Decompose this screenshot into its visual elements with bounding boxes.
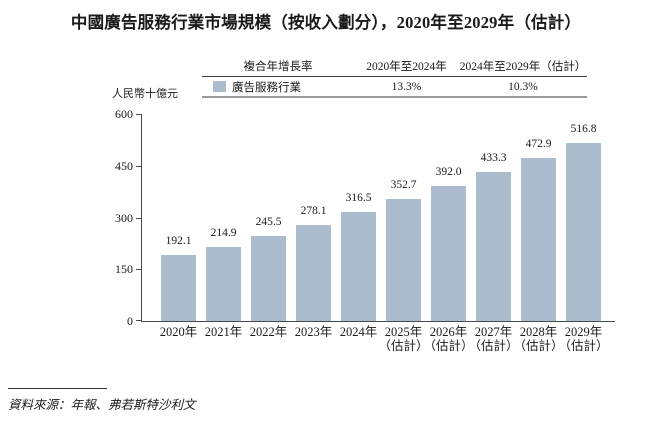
bar-slot: 516.8 2029年 （估計） — [558, 114, 608, 352]
bar-chart-plot-area: 0 150 300 450 600 192.1 2020年 214.9 2021年 245.5 2… — [115, 107, 615, 353]
x-axis-label: 2025年 （估計） — [378, 325, 429, 353]
bar-value-label: 433.3 — [480, 151, 507, 164]
bar-value-label: 392.0 — [435, 165, 462, 178]
bar-2028年 — [521, 157, 556, 321]
x-axis-label: 2024年 — [339, 325, 378, 339]
bar-value-label: 316.5 — [345, 191, 372, 204]
y-axis-tick — [136, 166, 141, 167]
series-legend-item: 廣告服務行業 — [202, 79, 354, 95]
bar-slot: 316.5 2024年 — [340, 114, 378, 339]
cagr-column-header: 複合年增長率 — [243, 61, 313, 73]
y-axis-tick-label: 0 — [127, 314, 133, 328]
y-axis-tick-label: 150 — [115, 262, 133, 277]
bar-2023年 — [296, 225, 331, 321]
bar-value-label: 214.9 — [210, 226, 237, 239]
bar-2024年 — [341, 211, 376, 321]
bar-2025年 — [386, 199, 421, 321]
x-axis-label: 2026年 （估計） — [423, 325, 474, 353]
bar-2022年 — [251, 236, 286, 321]
bar-value-label: 192.1 — [165, 234, 192, 247]
bar-slot: 278.1 2023年 — [295, 114, 333, 338]
bar-slot: 392.0 2026年 （估計） — [423, 114, 473, 352]
bar-value-label: 278.1 — [300, 205, 327, 218]
bar-value-label: 245.5 — [255, 216, 282, 229]
cagr-period2-header: 2024年至2029年（估計） — [459, 61, 587, 73]
y-axis-tick-label: 450 — [115, 158, 133, 173]
source-divider — [8, 388, 107, 389]
bar-slot: 245.5 2022年 — [250, 114, 288, 338]
x-axis-label: 2021年 — [204, 325, 243, 339]
legend-value-row: 廣告服務行業 13.3% 10.3% — [202, 77, 587, 98]
x-axis-label: 2020年 — [159, 325, 198, 339]
y-axis-tick — [136, 218, 141, 219]
bar-value-label: 352.7 — [390, 179, 417, 192]
cagr-period1-header: 2020年至2024年 — [366, 61, 447, 73]
series-color-swatch — [213, 81, 226, 92]
y-axis-tick — [136, 269, 141, 270]
cagr-period2-value: 10.3% — [508, 80, 538, 93]
bar-slot: 433.3 2027年 （估計） — [468, 114, 518, 353]
chart-title: 中國廣告服務行業市場規模（按收入劃分），2020年至2029年（估計） — [70, 13, 582, 32]
x-axis-label: 2022年 — [249, 325, 288, 339]
x-axis-label: 2027年 （估計） — [468, 325, 519, 353]
bar-slot: 192.1 2020年 — [160, 114, 198, 339]
bar-2027年 — [476, 171, 511, 321]
bar-2029年 — [566, 142, 601, 321]
legend-header-row: 複合年增長率 2020年至2024年 2024年至2029年（估計） — [202, 56, 587, 77]
y-axis-unit-label: 人民幣十億元 — [112, 88, 178, 100]
y-axis-tick-label: 300 — [115, 210, 133, 225]
cagr-period1-value: 13.3% — [391, 80, 422, 93]
y-axis-tick-label: 600 — [115, 107, 133, 121]
bar-value-label: 472.9 — [525, 137, 552, 150]
x-axis-label: 2028年 （估計） — [513, 325, 564, 353]
bar-slot: 214.9 2021年 — [205, 114, 243, 339]
cagr-legend-table: 複合年增長率 2020年至2024年 2024年至2029年（估計） 廣告服務行… — [202, 56, 587, 98]
bar-value-label: 516.8 — [570, 122, 597, 135]
bar-2026年 — [431, 185, 466, 321]
x-axis-label: 2023年 — [294, 325, 333, 339]
bar-slot: 472.9 2028年 （估計） — [513, 114, 563, 352]
bars-container: 192.1 2020年 214.9 2021年 245.5 2022年 278.1 2023年… — [142, 114, 615, 353]
series-label: 廣告服務行業 — [232, 81, 301, 94]
x-axis-label: 2029年 （估計） — [558, 325, 609, 353]
bar-2021年 — [206, 246, 241, 321]
y-axis-tick — [136, 320, 141, 321]
bar-2020年 — [161, 254, 196, 321]
y-axis-tick — [136, 114, 141, 115]
source-note: 資料來源：年報、弗若斯特沙利文 — [8, 398, 196, 412]
bar-slot: 352.7 2025年 （估計） — [378, 114, 428, 352]
